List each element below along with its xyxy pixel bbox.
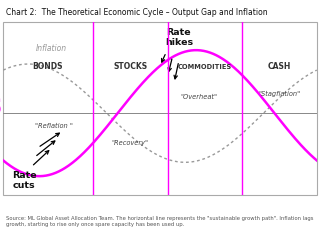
Text: Rate
hikes: Rate hikes	[165, 27, 193, 47]
Text: Chart 2:  The Theoretical Economic Cycle – Output Gap and Inflation: Chart 2: The Theoretical Economic Cycle …	[6, 8, 268, 17]
Text: Rate
cuts: Rate cuts	[12, 170, 37, 189]
Text: "Reflation ": "Reflation "	[35, 122, 73, 128]
Text: Source: ML Global Asset Allocation Team. The horizontal line represents the "sus: Source: ML Global Asset Allocation Team.…	[6, 215, 314, 226]
Text: CASH: CASH	[268, 62, 291, 71]
Text: Inflation: Inflation	[36, 43, 68, 52]
Text: BONDS: BONDS	[33, 62, 63, 71]
Text: "Recovery": "Recovery"	[112, 139, 149, 145]
Text: "Overheat": "Overheat"	[180, 93, 217, 99]
Text: Growth
(vs. Trend): Growth (vs. Trend)	[0, 95, 2, 114]
Text: STOCKS: STOCKS	[113, 62, 147, 71]
Text: COMMODITIES: COMMODITIES	[178, 64, 232, 70]
Text: "Stagflation": "Stagflation"	[258, 91, 300, 97]
